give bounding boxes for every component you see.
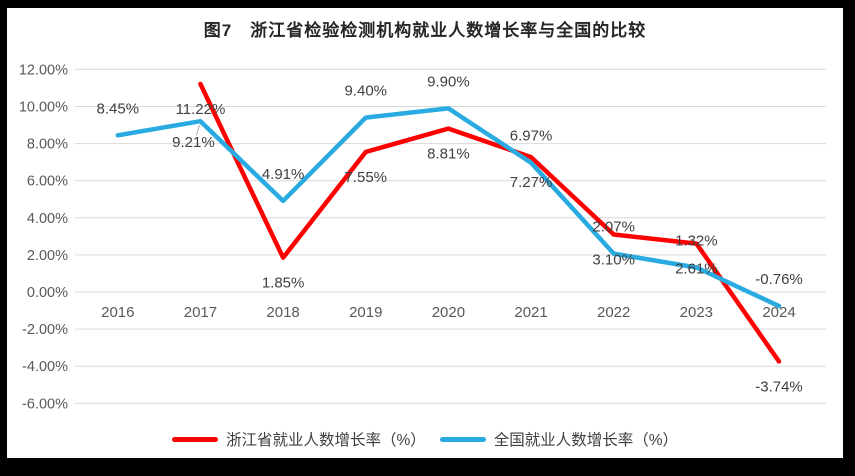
data-label: 1.85% <box>262 275 305 292</box>
legend-item-national: 全国就业人数增长率（%） <box>439 428 679 450</box>
data-label: 9.21% <box>172 134 215 151</box>
chart-legend: 浙江省就业人数增长率（%） 全国就业人数增长率（%） <box>7 428 843 450</box>
y-tick-label: -4.00% <box>22 359 68 375</box>
chart-panel <box>7 8 843 458</box>
y-tick-label: 4.00% <box>27 211 68 227</box>
y-tick-label: 2.00% <box>27 248 68 264</box>
data-label: 9.90% <box>427 73 470 90</box>
label-leader-line <box>195 125 200 136</box>
x-axis-label: 2021 <box>514 304 547 321</box>
series-line-zhejiang <box>198 81 782 364</box>
data-label: 2.61% <box>675 261 718 278</box>
x-axis-label: 2016 <box>101 304 134 321</box>
chart-title: 图7 浙江省检验检测机构就业人数增长率与全国的比较 <box>203 21 647 40</box>
y-tick-label: 12.00% <box>19 62 68 78</box>
data-label: 6.97% <box>510 128 553 145</box>
y-tick-label: 8.00% <box>27 137 68 153</box>
y-tick-label: -2.00% <box>22 322 68 338</box>
series-line-national <box>115 106 782 309</box>
x-axis-label: 2024 <box>762 304 795 321</box>
data-label: 11.22% <box>176 101 226 118</box>
data-label: -0.76% <box>755 271 803 288</box>
legend-swatch-national <box>439 436 486 442</box>
y-tick-label: -6.00% <box>22 396 68 412</box>
data-label: 3.10% <box>592 251 635 268</box>
legend-swatch-zhejiang <box>171 436 218 442</box>
x-axis-label: 2019 <box>349 304 382 321</box>
x-axis-label: 2020 <box>432 304 465 321</box>
data-label: 7.55% <box>344 169 387 186</box>
data-label: -3.74% <box>755 378 803 395</box>
data-label: 2.07% <box>592 219 635 236</box>
y-tick-label: 0.00% <box>27 285 68 301</box>
data-label: 8.45% <box>97 100 140 117</box>
legend-label-national: 全国就业人数增长率（%） <box>493 432 679 449</box>
x-axis-label: 2018 <box>266 304 299 321</box>
legend-item-zhejiang: 浙江省就业人数增长率（%） <box>171 428 426 450</box>
x-axis-label: 2022 <box>597 304 630 321</box>
legend-label-zhejiang: 浙江省就业人数增长率（%） <box>225 432 426 449</box>
y-tick-label: 10.00% <box>19 100 68 116</box>
data-label: 4.91% <box>262 166 305 183</box>
data-label: 7.27% <box>510 174 553 191</box>
x-axis-label: 2017 <box>184 304 217 321</box>
data-label: 8.81% <box>427 146 470 163</box>
x-axis-label: 2023 <box>680 304 713 321</box>
data-label: 1.32% <box>675 233 718 250</box>
y-tick-label: 6.00% <box>27 174 68 190</box>
data-label: 9.40% <box>344 83 387 100</box>
